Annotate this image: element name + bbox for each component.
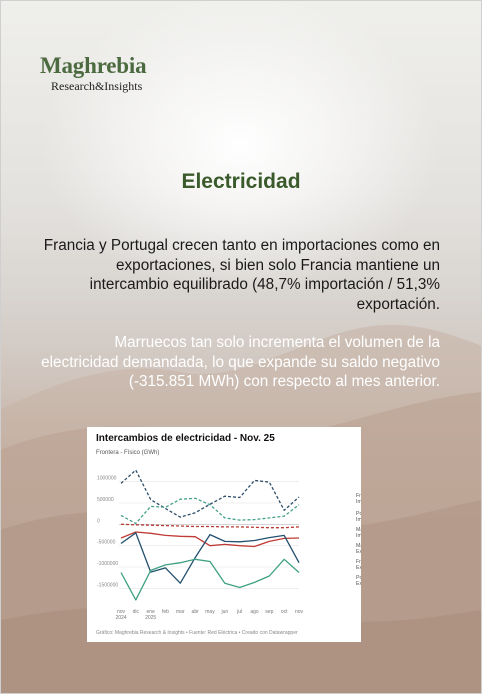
chart-source-footer: Gráfico: Maghrebia Research & Insights •… <box>96 630 298 636</box>
x-tick-label: ago <box>250 609 259 615</box>
series-line-marruecos-exp <box>120 531 300 548</box>
legend-label: PortugalExp <box>356 575 361 587</box>
legend-label: MarruecosImp <box>356 527 361 539</box>
x-tick-label: ene 2025 <box>145 609 156 621</box>
chart-card: Intercambios de electricidad - Nov. 25 F… <box>87 427 361 642</box>
x-tick-label: dic <box>133 609 140 615</box>
x-tick-label: oct <box>281 609 288 615</box>
y-tick-label: 500000 <box>97 497 114 503</box>
x-tick-label: sep <box>265 609 273 615</box>
y-tick-label: -500000 <box>97 540 116 546</box>
y-tick-label: -1500000 <box>97 582 118 588</box>
x-tick-label: mar <box>176 609 185 615</box>
x-tick-label: nov <box>295 609 304 615</box>
x-tick-label: abr <box>192 609 200 615</box>
y-tick-label: -1000000 <box>97 561 118 567</box>
x-tick-label: jul <box>236 609 242 615</box>
legend-label: PortugalImp <box>356 511 361 523</box>
series-line-portugal-exp <box>120 558 300 601</box>
paragraph-summary: Francia y Portugal crecen tanto en impor… <box>43 237 440 313</box>
y-tick-label: 1000000 <box>97 476 117 482</box>
brand-tagline: Research&Insights <box>51 79 143 93</box>
legend-label: FranciaImp <box>356 493 361 505</box>
y-tick-label: 0 <box>97 518 100 524</box>
x-tick-label: jun <box>220 609 228 615</box>
x-tick-label: may <box>205 609 215 615</box>
legend-label: FranciaExp <box>356 559 361 571</box>
series-line-francia-imp <box>120 469 300 518</box>
x-tick-label: nov 2024 <box>115 609 126 621</box>
series-line-marruecos-imp <box>120 523 300 529</box>
page-title: Electricidad <box>181 170 301 193</box>
chart-title: Intercambios de electricidad - Nov. 25 <box>96 433 275 444</box>
x-tick-label: feb <box>162 609 169 615</box>
brand-name: Maghrebia <box>40 53 147 78</box>
paragraph-marruecos: Marruecos tan solo incrementa el volumen… <box>41 334 440 390</box>
line-chart: 1000000 500000 0 -500000 -1000000 -1500000 nov… <box>97 469 361 621</box>
series-line-portugal-imp <box>120 497 300 525</box>
legend-label: MarruecosExp <box>356 543 361 555</box>
brand-logo: Maghrebia Research&Insights <box>40 53 147 94</box>
chart-subtitle: Frontera - Físico (GWh) <box>96 450 160 456</box>
series-line-francia-exp <box>120 532 300 584</box>
